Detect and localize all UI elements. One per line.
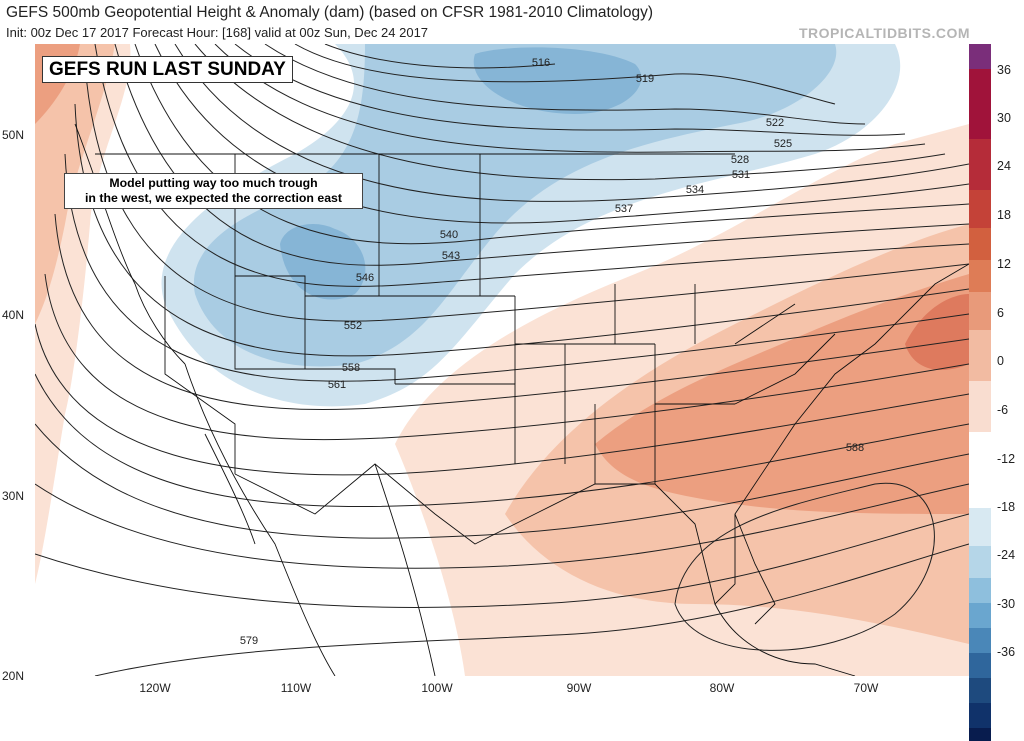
colorbar-label: -30 bbox=[997, 597, 1016, 611]
positive-anomaly-atlantic-deep bbox=[905, 294, 969, 370]
colorbar-segment bbox=[969, 190, 991, 228]
colorbar-segment bbox=[969, 330, 991, 381]
contour-label: 528 bbox=[731, 154, 749, 166]
colorbar-label: -12 bbox=[997, 452, 1016, 466]
colorbar-label: 30 bbox=[997, 111, 1011, 125]
colorbar-segment bbox=[969, 69, 991, 139]
contour-label: 579 bbox=[240, 635, 258, 647]
colorbar-segment bbox=[969, 381, 991, 432]
colorbar-label: 36 bbox=[997, 63, 1011, 77]
note-line: in the west, we expected the correction … bbox=[85, 191, 342, 205]
positive-anomaly-west-mid bbox=[35, 44, 115, 324]
colorbar-label: 24 bbox=[997, 159, 1011, 173]
colorbar-label: -6 bbox=[997, 403, 1009, 417]
colorbar-segment bbox=[969, 228, 991, 260]
contour-label: 519 bbox=[636, 73, 654, 85]
contour-label: 534 bbox=[686, 184, 704, 196]
contour-label: 516 bbox=[532, 57, 550, 69]
lon-label: 120W bbox=[139, 681, 171, 695]
lon-label: 70W bbox=[853, 681, 879, 695]
colorbar-segment bbox=[969, 470, 991, 508]
chart-subtitle: Init: 00z Dec 17 2017 Forecast Hour: [16… bbox=[6, 25, 429, 40]
lat-label: 40N bbox=[2, 308, 25, 322]
colorbar-segment bbox=[969, 508, 991, 546]
annotation-note: Model putting way too much trough in the… bbox=[64, 173, 363, 209]
colorbar-segment bbox=[969, 44, 991, 69]
colorbar-segment bbox=[969, 139, 991, 190]
contour-label: 546 bbox=[356, 272, 374, 284]
contour-label: 558 bbox=[342, 362, 360, 374]
colorbar-label: 18 bbox=[997, 208, 1011, 222]
colorbar bbox=[969, 44, 991, 741]
lat-label: 50N bbox=[2, 128, 25, 142]
lon-label: 90W bbox=[566, 681, 592, 695]
colorbar-segment bbox=[969, 603, 991, 628]
lon-label: 100W bbox=[421, 681, 453, 695]
colorbar-segment bbox=[969, 628, 991, 653]
lat-label: 20N bbox=[2, 669, 25, 683]
note-line: Model putting way too much trough bbox=[109, 176, 318, 190]
lat-label: 30N bbox=[2, 489, 25, 503]
colorbar-segment bbox=[969, 653, 991, 678]
colorbar-segment bbox=[969, 703, 991, 728]
colorbar-segment bbox=[969, 432, 991, 470]
colorbar-label: 12 bbox=[997, 257, 1011, 271]
colorbar-segment bbox=[969, 260, 991, 292]
colorbar-label: -18 bbox=[997, 500, 1016, 514]
annotation-banner: GEFS RUN LAST SUNDAY bbox=[42, 56, 293, 83]
contour-label: 537 bbox=[615, 203, 633, 215]
lon-label: 110W bbox=[280, 681, 312, 695]
map-panel: 516 519 522 525 528 531 534 537 540 543 … bbox=[35, 44, 969, 676]
colorbar-label: -24 bbox=[997, 548, 1016, 562]
contour-label: 543 bbox=[442, 250, 460, 262]
contour-label: 540 bbox=[440, 229, 458, 241]
colorbar-segment bbox=[969, 578, 991, 603]
borders bbox=[74, 123, 969, 676]
colorbar-label: 0 bbox=[997, 354, 1004, 368]
contour-labels: 516 519 522 525 528 531 534 537 540 543 … bbox=[240, 57, 864, 647]
height-contours bbox=[35, 44, 969, 676]
colorbar-segment bbox=[969, 728, 991, 741]
contour-label: 522 bbox=[766, 117, 784, 129]
contour-label: 525 bbox=[774, 138, 792, 150]
source-watermark: TROPICALTIDBITS.COM bbox=[798, 25, 970, 41]
anomaly-shading bbox=[35, 44, 969, 676]
colorbar-segment bbox=[969, 678, 991, 703]
colorbar-segment bbox=[969, 292, 991, 330]
contour-label: 531 bbox=[732, 169, 750, 181]
contour-label: 588 bbox=[846, 442, 864, 454]
contour-label: 561 bbox=[328, 379, 346, 391]
chart-title: GEFS 500mb Geopotential Height & Anomaly… bbox=[6, 4, 654, 21]
colorbar-segment bbox=[969, 546, 991, 578]
lon-label: 80W bbox=[709, 681, 735, 695]
colorbar-label: -36 bbox=[997, 645, 1016, 659]
colorbar-label: 6 bbox=[997, 306, 1004, 320]
contour-label: 552 bbox=[344, 320, 362, 332]
